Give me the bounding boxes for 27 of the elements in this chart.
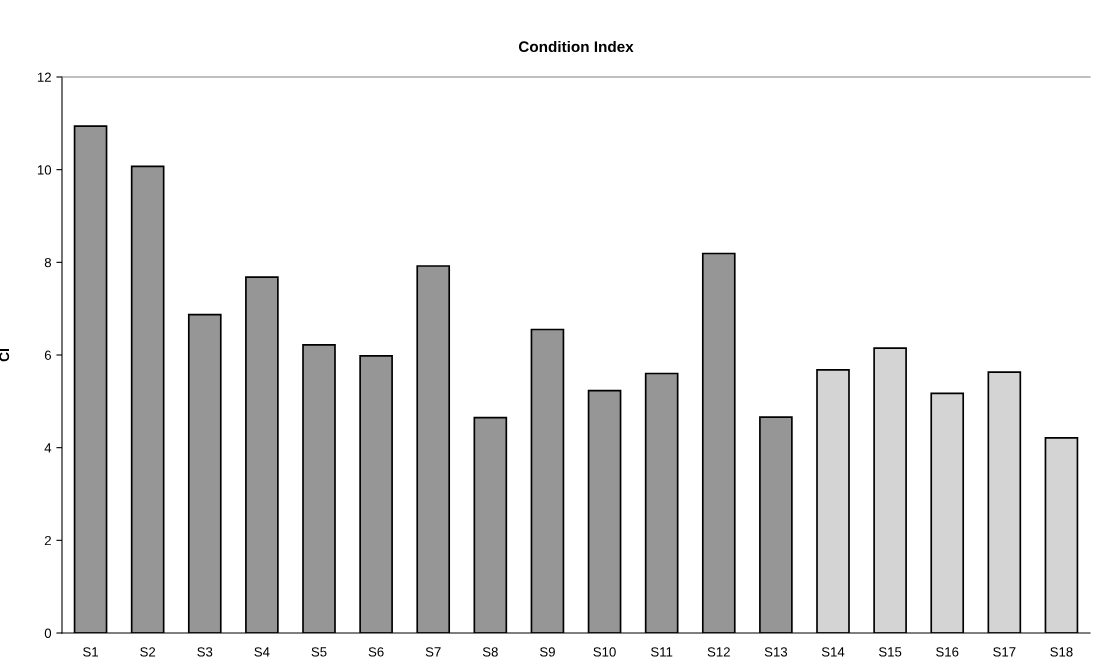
x-tick-label: S3 [197,647,213,657]
y-tick-label: 0 [44,628,52,638]
y-tick-label: 2 [44,535,51,546]
x-tick-label: S5 [311,647,327,657]
x-tick-label: S12 [707,647,730,657]
x-tick-label: S16 [936,647,959,657]
y-tick-label: 8 [44,257,52,268]
x-tick-label: S4 [254,647,270,657]
y-tick-label: 12 [37,72,51,82]
x-tick-label: S11 [651,647,673,657]
y-axis-title: CI [0,348,10,362]
x-tick-label: S10 [593,647,616,657]
chart-title: Condition Index [518,40,634,53]
y-tick-label: 6 [44,350,51,360]
x-tick-label: S2 [140,647,156,657]
x-tick-label: S15 [878,647,902,657]
x-tick-label: S9 [539,647,555,657]
x-tick-label: S17 [993,647,1016,657]
y-tick-label: 4 [44,443,52,453]
x-tick-label: S18 [1050,647,1073,657]
x-tick-label: S1 [83,647,98,657]
x-tick-label: S7 [425,647,441,657]
x-tick-label: S13 [764,647,788,657]
y-tick-label: 10 [37,165,52,175]
x-tick-label: S14 [821,647,845,657]
x-tick-label: S6 [368,647,384,657]
x-tick-label: S8 [482,647,498,657]
